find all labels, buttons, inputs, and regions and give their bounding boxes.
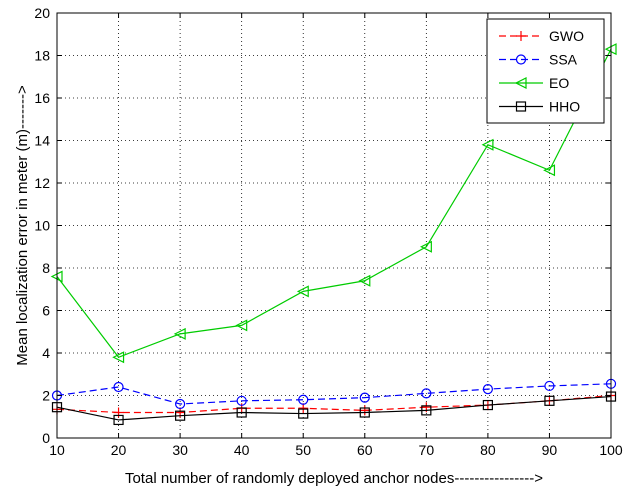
data-point-eo: [173, 327, 186, 340]
legend: GWO SSA EO HHO: [486, 18, 605, 124]
x-tick-label: 80: [480, 442, 496, 458]
data-point-hho: [421, 405, 432, 416]
data-point-hho: [175, 410, 186, 421]
data-point-ssa: [544, 380, 555, 392]
data-point-hho: [298, 408, 309, 419]
data-point-gwo: [359, 405, 370, 416]
x-tick-label: 30: [172, 442, 188, 458]
y-tick-label: 4: [42, 345, 50, 361]
data-point-gwo: [298, 403, 309, 414]
series-layer: [50, 43, 617, 426]
y-tick-label: 16: [34, 90, 50, 106]
legend-label-ssa: SSA: [549, 52, 578, 68]
legend-label-eo: EO: [549, 75, 569, 91]
y-tick-label: 14: [34, 133, 50, 149]
data-point-hho: [482, 399, 493, 411]
x-tick-label: 10: [49, 442, 65, 458]
x-axis-label: Total number of randomly deployed anchor…: [125, 470, 543, 487]
data-point-ssa: [113, 381, 124, 393]
legend-label-gwo: GWO: [549, 28, 584, 44]
x-tick-label: 20: [111, 442, 127, 458]
series-line-gwo: [56, 394, 612, 414]
data-point-hho: [236, 407, 247, 418]
legend-label-hho: HHO: [549, 99, 580, 115]
data-point-ssa: [236, 395, 247, 406]
data-point-ssa: [298, 394, 309, 405]
data-point-hho: [359, 407, 370, 418]
x-tick-label: 70: [419, 442, 435, 458]
data-point-eo: [112, 351, 125, 364]
y-axis-label: Mean localization error in meter (m)----…: [14, 85, 31, 366]
data-point-eo: [296, 285, 309, 298]
x-tick-label: 90: [542, 442, 558, 458]
legend-marker-ssa: [515, 54, 527, 65]
data-point-ssa: [421, 388, 432, 399]
series-hho: [51, 391, 617, 426]
data-point-hho: [544, 395, 555, 406]
series-line-eo: [56, 48, 612, 358]
y-tick-label: 20: [34, 5, 50, 21]
x-tick-label: 40: [234, 442, 250, 458]
data-point-ssa: [359, 392, 370, 403]
data-point-eo: [235, 319, 248, 332]
data-point-eo: [481, 138, 494, 151]
axis-ticks: 10 20 30 40 50 60 70 80 90 100 0 2 4 6 8 10 12 14 16 18 20: [34, 5, 622, 458]
data-point-ssa: [482, 384, 493, 395]
y-tick-label: 12: [34, 175, 50, 191]
x-tick-label: 100: [599, 442, 623, 458]
x-tick-label: 60: [357, 442, 373, 458]
data-point-hho: [113, 414, 124, 426]
y-tick-label: 10: [34, 218, 50, 234]
legend-marker-hho: [515, 101, 527, 112]
y-tick-label: 2: [42, 388, 50, 404]
legend-marker-eo: [514, 77, 527, 89]
y-tick-label: 8: [42, 260, 50, 276]
series-line-ssa: [56, 383, 612, 405]
data-point-ssa: [175, 398, 186, 410]
data-point-eo: [419, 240, 432, 253]
y-tick-label: 18: [34, 48, 50, 64]
series-ssa: [51, 378, 617, 410]
legend-box: [486, 18, 605, 124]
y-tick-label: 6: [42, 303, 50, 319]
series-line-hho: [56, 395, 612, 421]
y-tick-label: 0: [42, 430, 50, 446]
data-point-eo: [358, 274, 371, 287]
legend-marker-gwo: [516, 31, 526, 41]
data-point-eo: [543, 164, 556, 177]
grid: [57, 13, 611, 438]
x-tick-label: 50: [295, 442, 311, 458]
